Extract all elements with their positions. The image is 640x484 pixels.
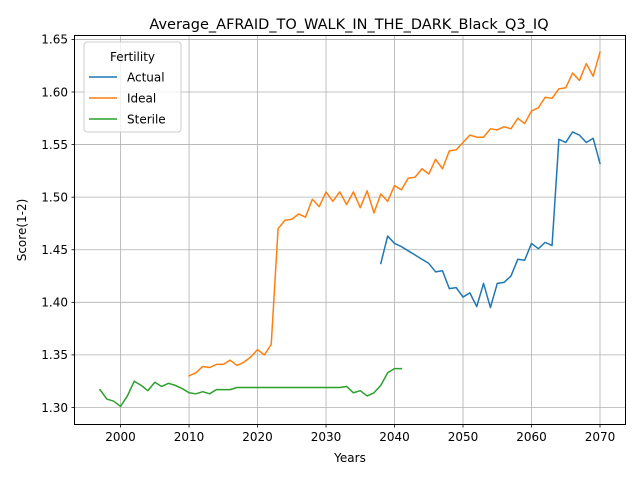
- x-tick-label: 2020: [242, 430, 273, 444]
- legend-label-actual: Actual: [127, 70, 165, 84]
- x-tick-label: 2070: [585, 430, 616, 444]
- legend-title: Fertility: [110, 50, 155, 64]
- y-tick-label: 1.45: [41, 243, 68, 257]
- legend-entries: Actual Ideal Sterile: [89, 70, 166, 126]
- y-tick-label: 1.60: [41, 85, 68, 99]
- x-axis-label: Years: [333, 451, 366, 465]
- y-tick-label: 1.50: [41, 190, 68, 204]
- x-tick-label: 2000: [105, 430, 136, 444]
- y-tick-label: 1.65: [41, 33, 68, 47]
- y-tick-label: 1.40: [41, 296, 68, 310]
- x-tick-label: 2060: [516, 430, 547, 444]
- legend-label-ideal: Ideal: [127, 91, 156, 105]
- y-axis-label: Score(1-2): [15, 199, 29, 262]
- y-tick-label: 1.30: [41, 401, 68, 415]
- plot-frame: [74, 35, 626, 425]
- x-tick-label: 2030: [311, 430, 342, 444]
- y-tick-label: 1.55: [41, 138, 68, 152]
- legend-frame: [83, 41, 182, 133]
- series-line-sterile: [98, 367, 403, 408]
- legend: Fertility Actual Ideal Sterile: [83, 41, 182, 133]
- x-tick-label: 2050: [448, 430, 479, 444]
- y-axis-ticks: 1.30 1.35 1.40 1.45 1.50 1.55 1.60 1.65: [41, 33, 75, 415]
- chart-title: Average_AFRAID_TO_WALK_IN_THE_DARK_Black…: [149, 17, 548, 33]
- legend-label-sterile: Sterile: [127, 112, 166, 126]
- series-line-ideal: [188, 51, 601, 377]
- x-tick-label: 2040: [379, 430, 410, 444]
- x-tick-label: 2010: [174, 430, 205, 444]
- series-lines: [98, 51, 601, 408]
- y-tick-label: 1.35: [41, 348, 68, 362]
- x-axis-ticks: 2000 2010 2020 2030 2040 2050 2060 2070: [105, 424, 615, 444]
- series-line-actual: [379, 131, 601, 309]
